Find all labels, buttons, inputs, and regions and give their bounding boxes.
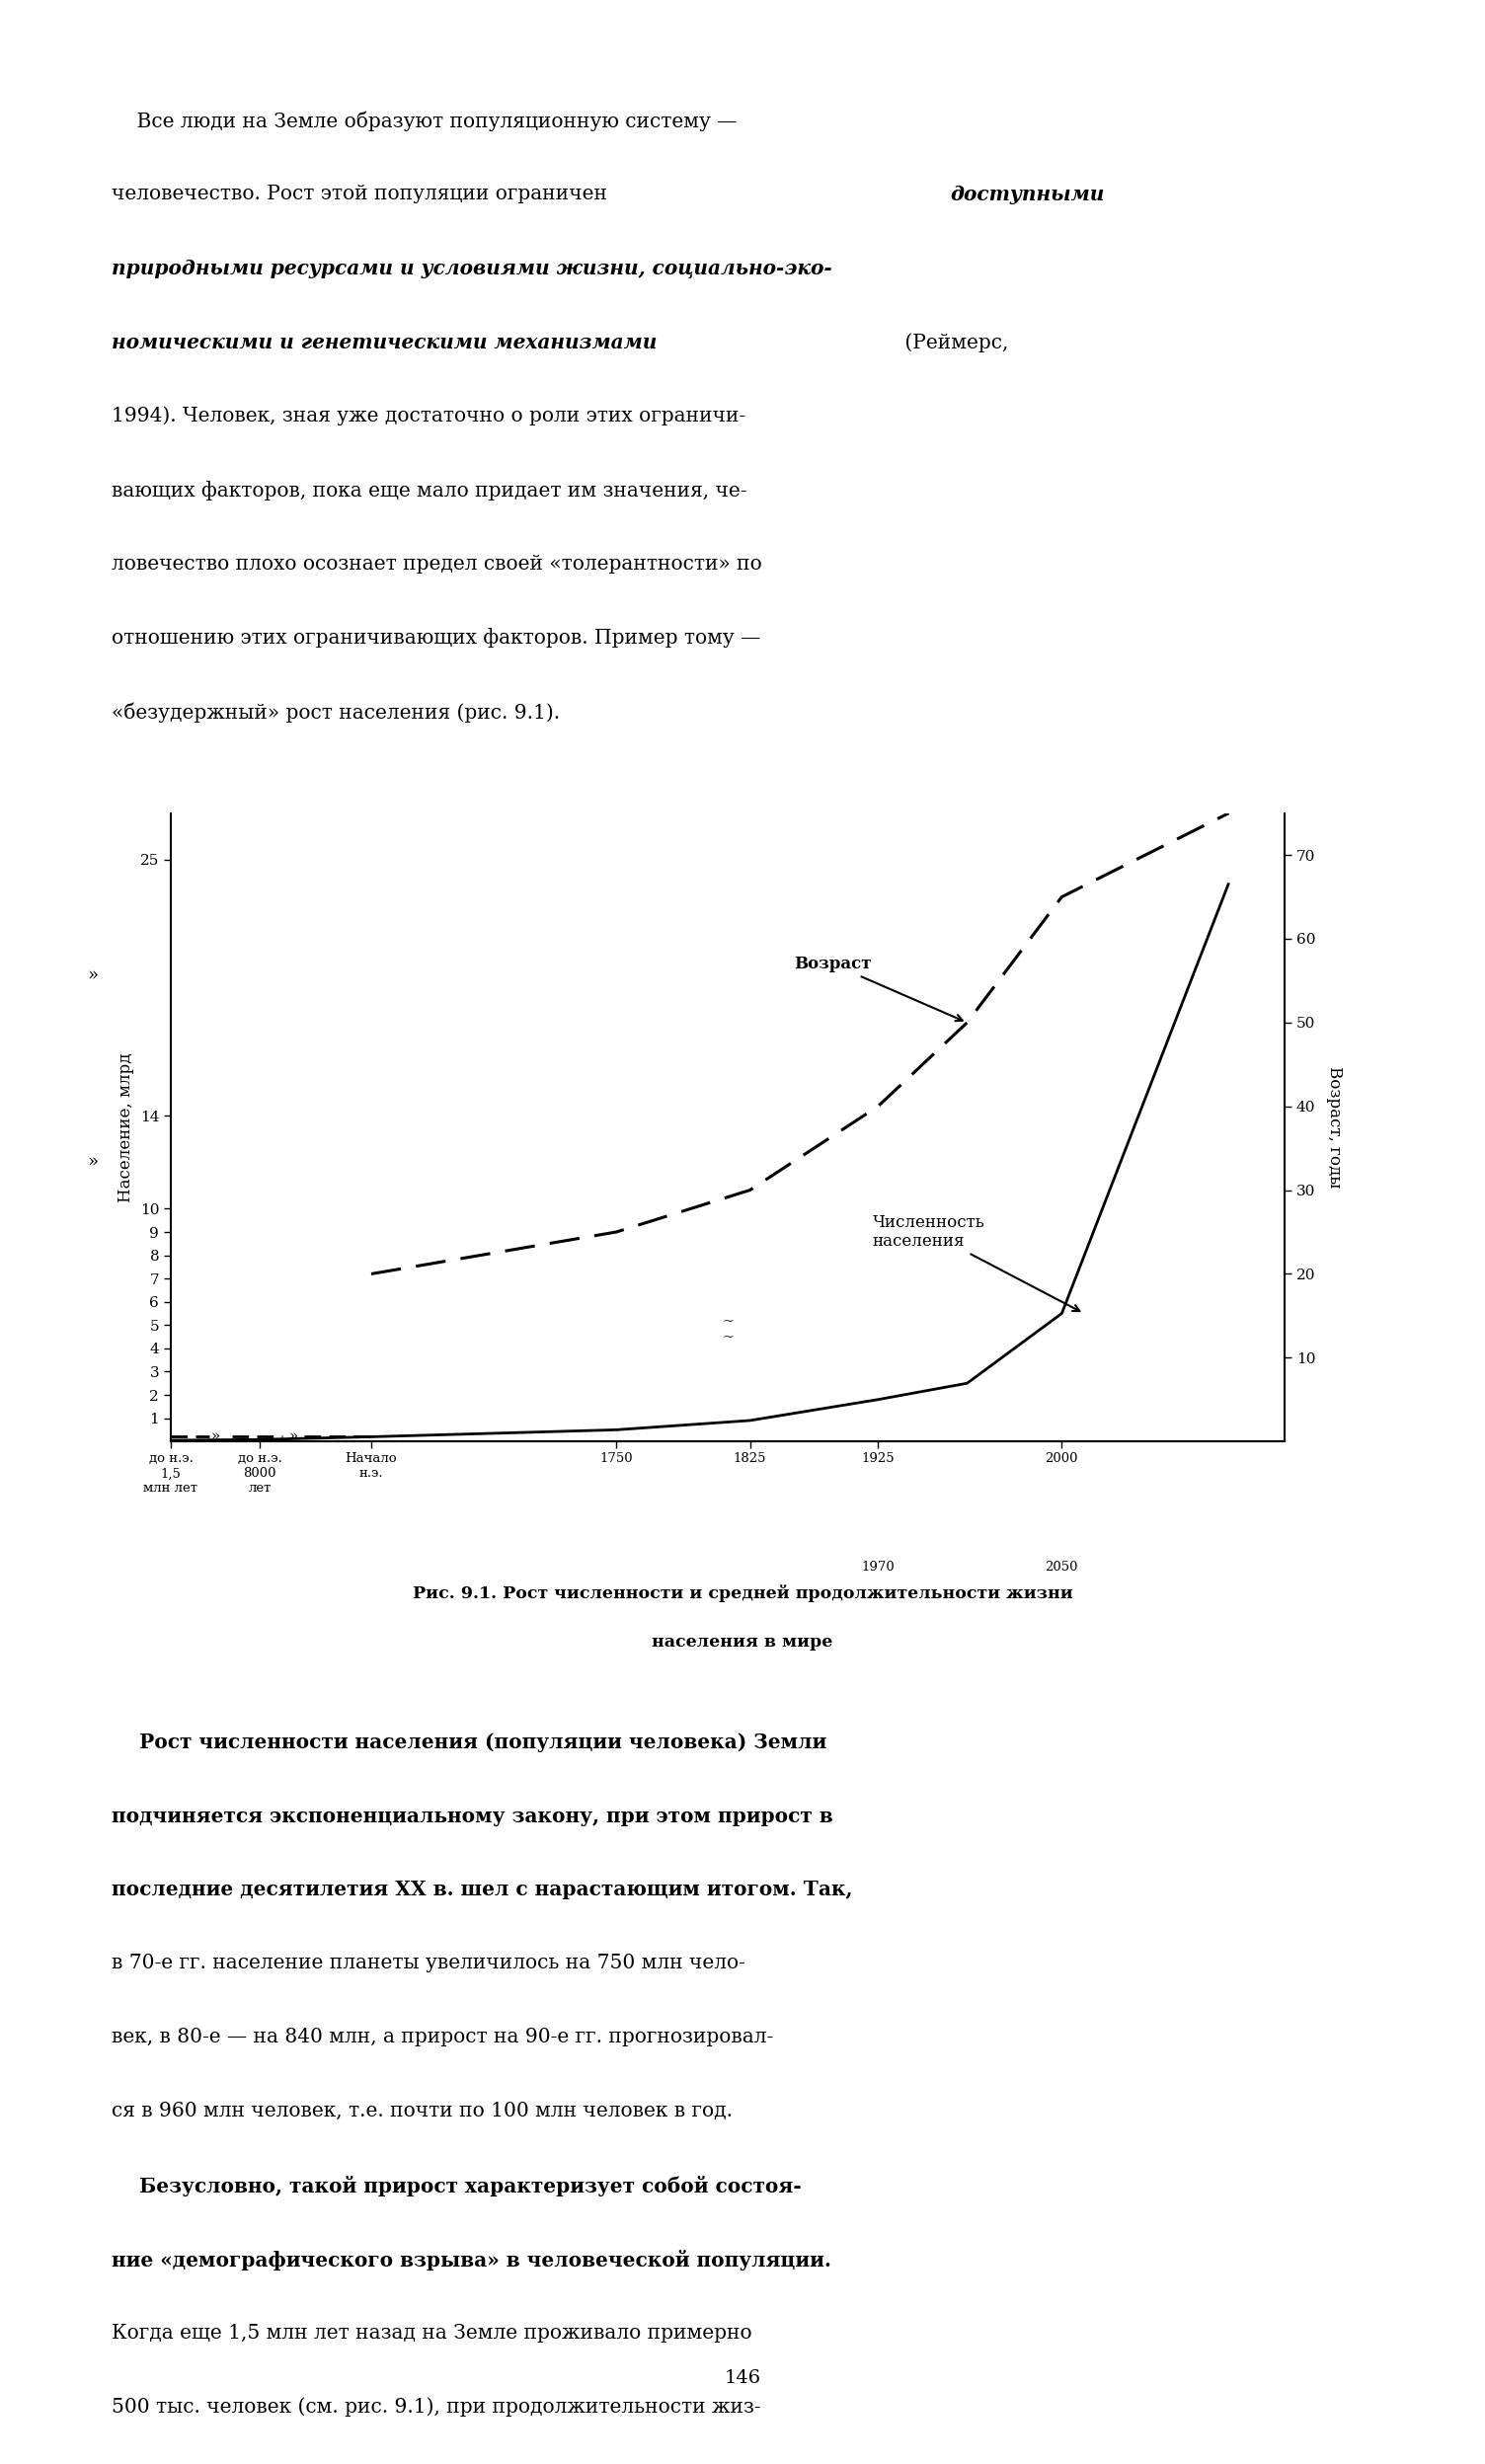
- Text: 1970: 1970: [861, 1560, 894, 1574]
- Text: отношению этих ограничивающих факторов. Пример тому —: отношению этих ограничивающих факторов. …: [111, 628, 760, 648]
- Text: «безудержный» рост населения (рис. 9.1).: «безудержный» рост населения (рис. 9.1).: [111, 702, 560, 722]
- Text: вающих факторов, пока еще мало придает им значения, че-: вающих факторов, пока еще мало придает и…: [111, 480, 747, 500]
- Text: последние десятилетия XX в. шел с нарастающим итогом. Так,: последние десятилетия XX в. шел с нараст…: [111, 1880, 852, 1900]
- Text: »: »: [88, 968, 98, 986]
- Text: Возраст: Возраст: [794, 956, 962, 1020]
- Text: 2050: 2050: [1045, 1560, 1078, 1574]
- Text: ловечество плохо осознает предел своей «толерантности» по: ловечество плохо осознает предел своей «…: [111, 554, 762, 574]
- Text: (Реймерс,: (Реймерс,: [898, 333, 1008, 352]
- Text: доступными: доступными: [950, 185, 1105, 205]
- Text: природными ресурсами и условиями жизни, социально-эко-: природными ресурсами и условиями жизни, …: [111, 259, 832, 278]
- Text: ние «демографического взрыва» в человеческой популяции.: ние «демографического взрыва» в человече…: [111, 2250, 832, 2269]
- Y-axis label: Население, млрд: Население, млрд: [117, 1052, 134, 1202]
- Text: 1994). Человек, зная уже достаточно о роли этих ограничи-: 1994). Человек, зная уже достаточно о ро…: [111, 407, 745, 426]
- Text: номическими и генетическими механизмами: номическими и генетическими механизмами: [111, 333, 656, 352]
- Text: »: »: [288, 1429, 298, 1444]
- Text: Рост численности населения (популяции человека) Земли: Рост численности населения (популяции че…: [111, 1732, 827, 1752]
- Text: Рис. 9.1. Рост численности и средней продолжительности жизни: Рис. 9.1. Рост численности и средней про…: [413, 1584, 1072, 1602]
- Text: Численность
населения: Численность населения: [873, 1215, 1080, 1311]
- Text: ся в 960 млн человек, т.е. почти по 100 млн человек в год.: ся в 960 млн человек, т.е. почти по 100 …: [111, 2102, 732, 2122]
- Text: Когда еще 1,5 млн лет назад на Земле проживало примерно: Когда еще 1,5 млн лет назад на Земле про…: [111, 2324, 751, 2343]
- Text: 146: 146: [725, 2368, 760, 2388]
- Text: в 70-е гг. население планеты увеличилось на 750 млн чело-: в 70-е гг. население планеты увеличилось…: [111, 1954, 745, 1974]
- Text: подчиняется экспоненциальному закону, при этом прирост в: подчиняется экспоненциальному закону, пр…: [111, 1806, 833, 1826]
- Text: человечество. Рост этой популяции ограничен: человечество. Рост этой популяции ограни…: [111, 185, 613, 205]
- Text: век, в 80-е — на 840 млн, а прирост на 90-е гг. прогнозировал-: век, в 80-е — на 840 млн, а прирост на 9…: [111, 2028, 774, 2048]
- Text: »: »: [211, 1429, 220, 1444]
- Text: 500 тыс. человек (см. рис. 9.1), при продолжительности жиз-: 500 тыс. человек (см. рис. 9.1), при про…: [111, 2397, 760, 2417]
- Text: »: »: [88, 1153, 98, 1170]
- Y-axis label: Возраст, годы: Возраст, годы: [1326, 1067, 1344, 1188]
- Text: Безусловно, такой прирост характеризует собой состоя-: Безусловно, такой прирост характеризует …: [111, 2176, 802, 2195]
- Text: населения в мире: населения в мире: [652, 1634, 833, 1651]
- Text: Все люди на Земле образуют популяционную систему —: Все люди на Земле образуют популяционную…: [111, 111, 737, 131]
- Text: ~
~: ~ ~: [722, 1316, 734, 1345]
